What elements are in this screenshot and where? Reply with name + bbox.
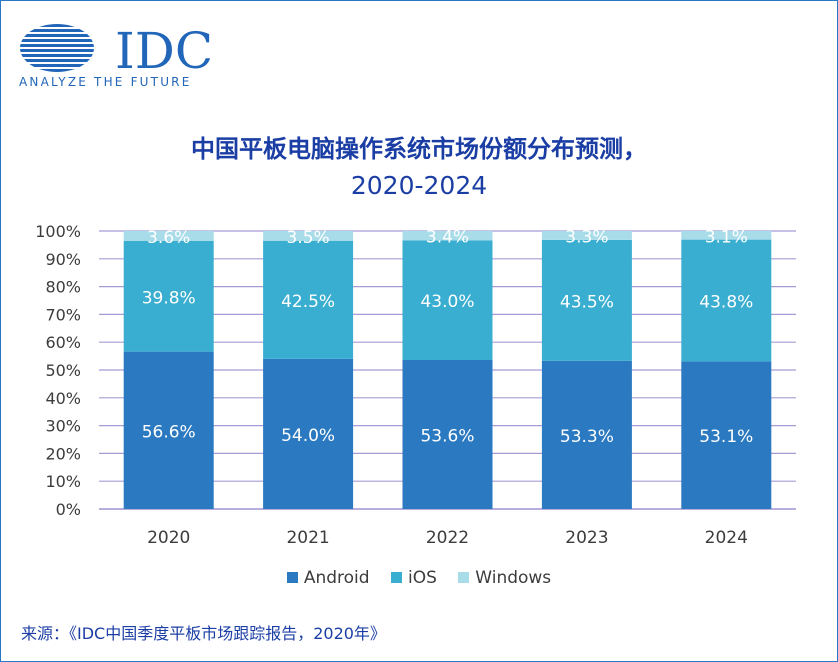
- bar-ios-2023: [541, 239, 632, 361]
- bar-ios-2020: [123, 241, 214, 352]
- data-label-android-2024: 53.1%: [699, 427, 753, 447]
- bar-ios-2022: [402, 240, 493, 360]
- legend-label-ios: iOS: [407, 568, 437, 588]
- y-tick-label: 10%: [45, 472, 81, 491]
- source-note: 来源：《IDC中国季度平板市场跟踪报告，2020年》: [21, 624, 386, 643]
- legend-swatch-windows: [458, 572, 470, 583]
- legend-item-ios: iOS: [390, 568, 437, 588]
- bar-android-2022: [402, 359, 493, 509]
- data-label-android-2021: 54.0%: [281, 426, 335, 446]
- legend: Android iOS Windows: [1, 568, 837, 588]
- bars: [123, 231, 772, 509]
- bar-windows-2024: [681, 231, 772, 240]
- y-tick-label: 0%: [56, 500, 81, 519]
- logo-tagline: ANALYZE THE FUTURE: [19, 75, 192, 89]
- legend-swatch-android: [286, 572, 298, 583]
- legend-item-windows: Windows: [458, 568, 551, 588]
- legend-item-android: Android: [286, 568, 370, 588]
- y-tick-label: 100%: [35, 222, 81, 241]
- data-label-ios-2020: 39.8%: [142, 288, 196, 308]
- y-tick-label: 90%: [45, 250, 81, 269]
- data-label-ios-2023: 43.5%: [560, 292, 614, 312]
- bar-windows-2021: [263, 231, 354, 241]
- data-label-windows-2022: 3.4%: [426, 228, 469, 248]
- data-label-android-2020: 56.6%: [142, 422, 196, 442]
- y-tick-label: 40%: [45, 389, 81, 408]
- y-tick-label: 30%: [45, 417, 81, 436]
- bar-ios-2024: [681, 239, 772, 362]
- y-tick-label: 50%: [45, 361, 81, 380]
- bar-windows-2022: [402, 231, 493, 241]
- bar-windows-2020: [123, 231, 214, 242]
- y-axis-ticks: 0% 10% 20% 30% 40% 50% 60% 70% 80% 90% 100%: [35, 222, 81, 519]
- x-tick-label: 2021: [286, 528, 329, 548]
- y-tick-label: 60%: [45, 333, 81, 352]
- bar-android-2020: [123, 351, 214, 509]
- data-label-ios-2021: 42.5%: [281, 292, 335, 312]
- data-label-ios-2024: 43.8%: [699, 293, 753, 313]
- bar-android-2023: [541, 360, 632, 509]
- logo-text: IDC: [115, 22, 214, 80]
- legend-label-android: Android: [303, 568, 370, 588]
- data-labels: 56.6% 39.8% 3.6% 54.0% 42.5% 3.5% 53.6% 43.0% 3.…: [142, 227, 754, 447]
- y-tick-label: 70%: [45, 305, 81, 324]
- legend-swatch-ios: [390, 572, 402, 583]
- x-axis-ticks: 2020 2021 2022 2023 2024: [147, 528, 748, 548]
- data-label-android-2023: 53.3%: [560, 427, 614, 447]
- bar-windows-2023: [541, 231, 632, 240]
- bar-android-2021: [263, 358, 354, 509]
- bar-android-2024: [681, 361, 772, 509]
- data-label-windows-2021: 3.5%: [286, 228, 329, 248]
- data-label-android-2022: 53.6%: [420, 426, 474, 446]
- data-label-windows-2024: 3.1%: [705, 227, 748, 247]
- chart-subtitle: 2020-2024: [350, 171, 488, 200]
- y-tick-label: 20%: [45, 444, 81, 463]
- data-label-windows-2020: 3.6%: [147, 228, 190, 248]
- x-tick-label: 2023: [565, 528, 608, 548]
- globe-icon: [20, 24, 94, 72]
- data-label-ios-2022: 43.0%: [420, 292, 474, 312]
- idc-logo: IDC ANALYZE THE FUTURE: [19, 23, 219, 93]
- x-tick-label: 2022: [426, 528, 469, 548]
- legend-label-windows: Windows: [475, 568, 552, 588]
- bar-ios-2021: [263, 240, 354, 359]
- data-label-windows-2023: 3.3%: [565, 227, 608, 247]
- x-tick-label: 2020: [147, 528, 190, 548]
- y-tick-label: 80%: [45, 278, 81, 297]
- x-tick-label: 2024: [705, 528, 748, 548]
- chart-title: 中国平板电脑操作系统市场份额分布预测，: [191, 135, 647, 163]
